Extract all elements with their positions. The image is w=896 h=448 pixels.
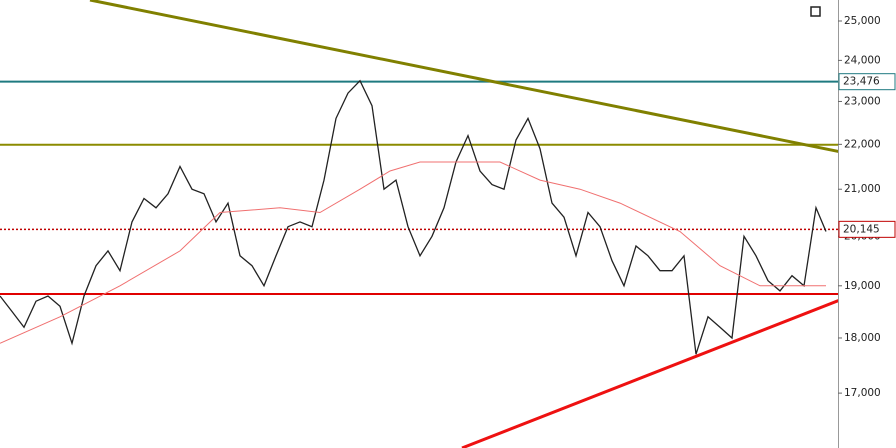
y-tick-label: 25,000 [844, 15, 881, 27]
level-label: 20,145 [843, 223, 880, 235]
moving-average [0, 161, 826, 344]
window-icon[interactable] [810, 6, 821, 17]
price-line [0, 79, 827, 355]
y-tick-label: 21,000 [844, 183, 881, 195]
level-label: 23,476 [843, 76, 880, 88]
trend-line [461, 299, 838, 448]
y-tick-label: 17,000 [844, 387, 881, 399]
y-tick-label: 23,000 [844, 95, 881, 107]
level-label-box [838, 73, 896, 91]
y-tick-label: 18,000 [844, 332, 881, 344]
y-tick-label: 24,000 [844, 54, 881, 66]
trend-line [89, 0, 838, 153]
level-label-box [838, 220, 896, 238]
y-tick-label: 22,000 [844, 138, 881, 150]
y-tick-label: 19,000 [844, 280, 881, 292]
